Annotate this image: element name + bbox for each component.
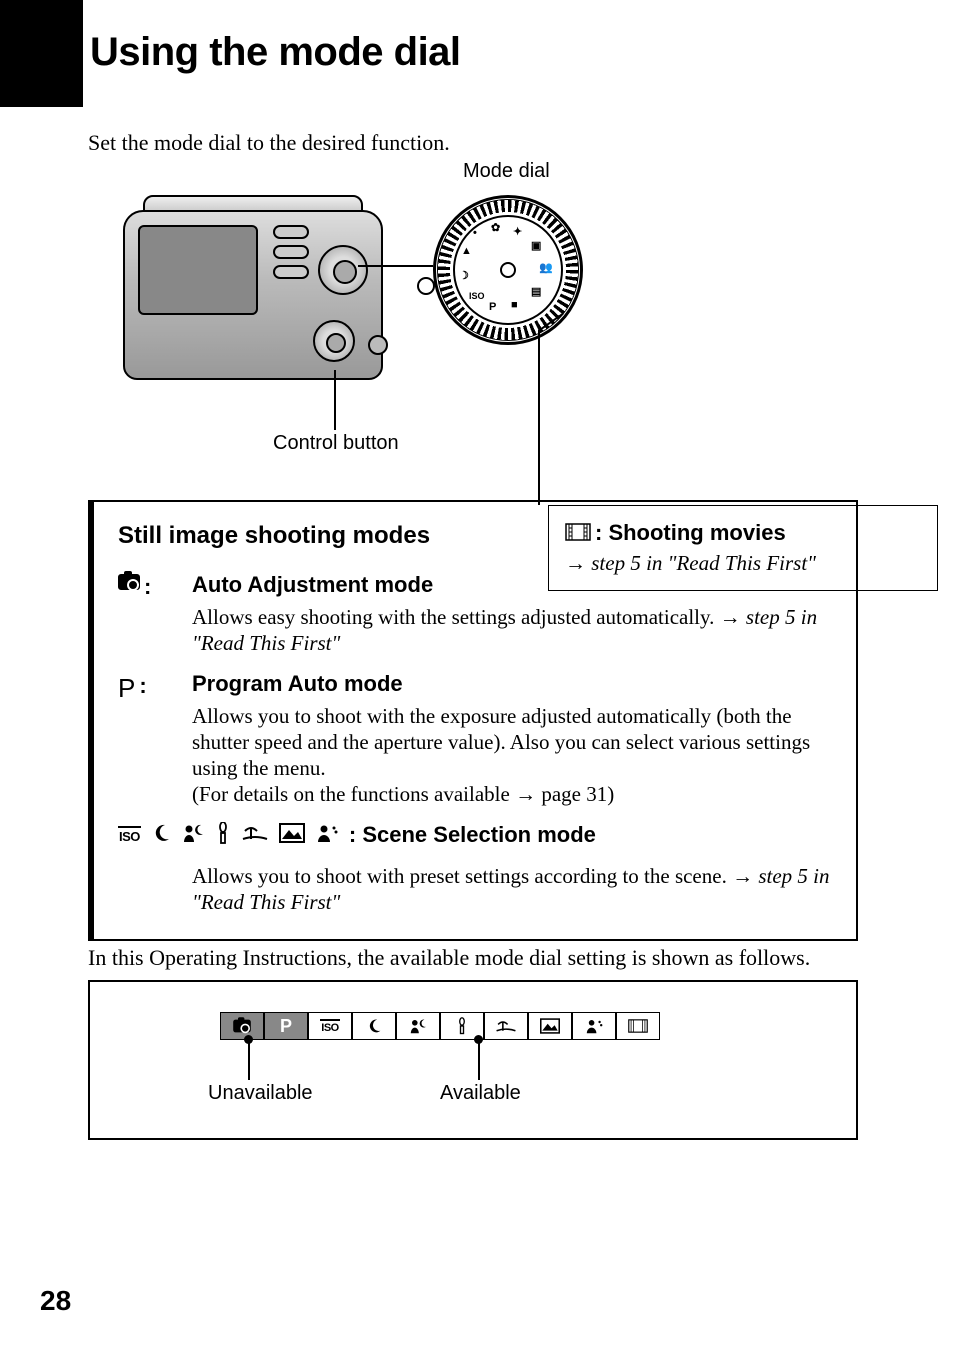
program-mode-text2: (For details on the functions available … — [192, 781, 832, 807]
twilight-portrait-icon — [396, 1012, 440, 1040]
auto-mode-text: Allows easy shooting with the settings a… — [192, 605, 746, 629]
p-label: P — [264, 1012, 308, 1040]
scene-mode-text: Allows you to shoot with preset settings… — [192, 864, 758, 888]
camera-icon — [118, 574, 140, 590]
p-symbol: P — [118, 673, 135, 704]
availability-intro: In this Operating Instructions, the avai… — [88, 945, 858, 971]
mode-dial-illustration: ✿ ✦ ▣ 👥 ▤ ■ P ISO ☽ ▲ • — [433, 195, 583, 345]
available-label: Available — [440, 1082, 521, 1105]
unavailable-label: Unavailable — [208, 1082, 313, 1105]
page-title: Using the mode dial — [90, 30, 461, 75]
camera-diagram: Mode dial ✿ ✦ ▣ 👥 ▤ ■ P ISO ☽ — [88, 160, 858, 480]
still-modes-heading: Still image shooting modes — [118, 522, 832, 550]
colon: : — [144, 574, 151, 600]
iso-icon: ISO — [118, 826, 141, 844]
beach-icon — [241, 823, 269, 848]
control-button-label: Control button — [273, 432, 399, 455]
still-modes-box: Still image shooting modes : Auto Adjust… — [88, 500, 858, 941]
twilight-portrait-icon — [181, 823, 205, 848]
soft-snap-icon — [572, 1012, 616, 1040]
colon: : — [139, 673, 146, 699]
moon-icon — [352, 1012, 396, 1040]
camera-illustration — [123, 190, 403, 390]
candle-icon — [215, 822, 231, 849]
program-mode-title: Program Auto mode — [192, 671, 832, 697]
beach-icon — [484, 1012, 528, 1040]
availability-diagram: PISO Unavailable Available — [88, 980, 858, 1140]
mode-dial-label: Mode dial — [463, 160, 550, 183]
page-number: 28 — [40, 1285, 71, 1317]
auto-mode-row: : Auto Adjustment mode Allows easy shoot… — [118, 572, 832, 657]
scene-mode-row: ISO : Scene Selection mode — [118, 822, 832, 849]
camera-icon — [220, 1012, 264, 1040]
landscape-icon — [528, 1012, 572, 1040]
moon-icon — [151, 823, 171, 848]
movie-icon — [616, 1012, 660, 1040]
auto-mode-title: Auto Adjustment mode — [192, 572, 832, 598]
iso-icon: ISO — [308, 1012, 352, 1040]
landscape-icon — [279, 823, 305, 848]
program-mode-row: P : Program Auto mode Allows you to shoo… — [118, 671, 832, 808]
intro-text: Set the mode dial to the desired functio… — [88, 130, 450, 156]
program-mode-text: Allows you to shoot with the exposure ad… — [192, 703, 832, 782]
soft-snap-icon — [315, 823, 339, 848]
scene-mode-title: : Scene Selection mode — [349, 822, 596, 848]
